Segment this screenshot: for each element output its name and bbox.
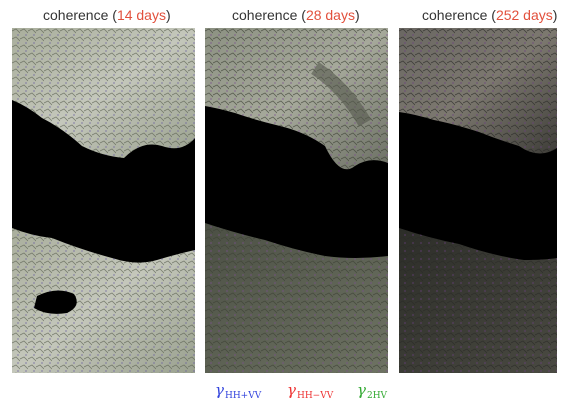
title-suffix: )	[552, 7, 558, 23]
coherence-image-252-days	[399, 28, 557, 373]
panel-title: coherence (28 days)	[232, 7, 360, 23]
gamma-symbol: γ	[357, 381, 366, 399]
legend-subscript: HH−VV	[296, 391, 334, 401]
color-legend: γHH+VV γHH−VV γ2HV	[0, 381, 561, 401]
panel-title: coherence (14 days)	[43, 7, 171, 23]
days-label: 28 days	[305, 7, 355, 23]
days-label: 252 days	[495, 7, 553, 23]
days-label: 14 days	[116, 7, 166, 23]
title-suffix: )	[165, 7, 171, 23]
gamma-symbol: γ	[287, 381, 296, 399]
title-prefix: coherence (	[422, 7, 496, 23]
coherence-image-28-days	[205, 28, 388, 373]
title-suffix: )	[354, 7, 360, 23]
title-prefix: coherence (	[232, 7, 306, 23]
coherence-image-14-days	[12, 28, 195, 373]
legend-gamma-2hv: γ2HV	[357, 381, 387, 401]
legend-subscript: 2HV	[366, 391, 388, 401]
legend-gamma-hh-minus-vv: γHH−VV	[287, 381, 333, 401]
panel-title: coherence (252 days)	[422, 7, 557, 23]
gamma-symbol: γ	[215, 381, 224, 399]
legend-subscript: HH+VV	[224, 391, 262, 401]
legend-gamma-hh-plus-vv: γHH+VV	[215, 381, 261, 401]
title-prefix: coherence (	[43, 7, 117, 23]
